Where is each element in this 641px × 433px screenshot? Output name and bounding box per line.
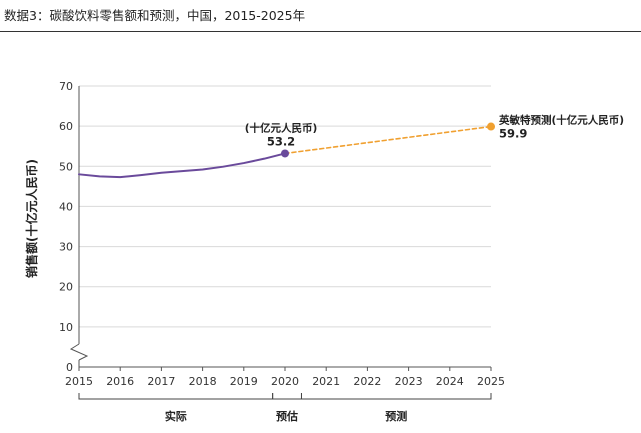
period-label: 实际 (165, 409, 187, 423)
period-label: 预估 (276, 409, 298, 423)
point-2025 (487, 122, 495, 131)
point-2020 (281, 149, 289, 158)
period-label: 预测 (385, 409, 407, 423)
y-tick-label: 20 (59, 281, 73, 294)
annotation-2025-unit: 英敏特预测(十亿元人民币) (498, 114, 624, 127)
y-tick-label: 30 (59, 241, 73, 254)
x-tick-label: 2022 (353, 375, 381, 388)
x-tick-label: 2018 (189, 375, 217, 388)
x-tick-label: 2024 (436, 375, 464, 388)
x-tick-label: 2023 (395, 375, 423, 388)
y-tick-label: 0 (66, 361, 73, 374)
period-bracket (272, 393, 302, 400)
x-tick-label: 2016 (106, 375, 134, 388)
y-tick-label: 40 (59, 200, 73, 213)
x-tick-label: 2025 (477, 375, 505, 388)
x-tick-label: 2015 (65, 375, 93, 388)
y-tick-label: 60 (59, 120, 73, 133)
y-tick-label: 50 (59, 160, 73, 173)
annotation-2025-value: 59.9 (499, 127, 527, 141)
actual-series-line (78, 152, 286, 179)
annotation-2020-value: 53.2 (267, 134, 295, 148)
y-axis-title: 销售额(十亿元人民币) (24, 159, 39, 278)
title-divider (0, 31, 641, 32)
x-tick-label: 2019 (230, 375, 258, 388)
y-tick-label: 70 (59, 80, 73, 93)
y-tick-label: 10 (59, 321, 73, 334)
forecast-series-line (284, 125, 492, 155)
x-tick-label: 2021 (312, 375, 340, 388)
annotation-2020-unit: (十亿元人民币) (245, 121, 318, 134)
period-bracket (78, 393, 274, 400)
period-bracket (300, 393, 492, 400)
chart-title: 数据3：碳酸饮料零售额和预测，中国，2015-2025年 (4, 8, 306, 23)
x-tick-label: 2020 (271, 375, 299, 388)
x-tick-label: 2017 (147, 375, 175, 388)
axis-break (69, 343, 89, 361)
